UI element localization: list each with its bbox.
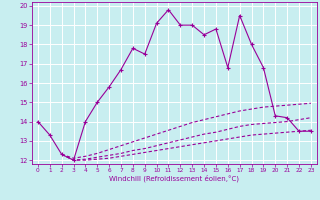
- X-axis label: Windchill (Refroidissement éolien,°C): Windchill (Refroidissement éolien,°C): [109, 175, 239, 182]
